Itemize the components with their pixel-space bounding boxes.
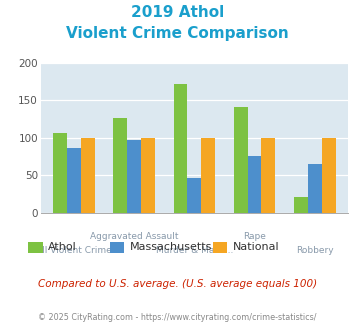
Text: All Violent Crime: All Violent Crime bbox=[36, 246, 112, 255]
Bar bbox=[322, 138, 335, 213]
Bar bbox=[234, 107, 248, 213]
Bar bbox=[187, 178, 201, 213]
Bar bbox=[174, 84, 187, 213]
Text: Rape: Rape bbox=[243, 232, 266, 241]
Bar bbox=[127, 140, 141, 213]
Bar bbox=[248, 156, 262, 213]
Bar bbox=[67, 148, 81, 213]
Text: Compared to U.S. average. (U.S. average equals 100): Compared to U.S. average. (U.S. average … bbox=[38, 279, 317, 289]
Text: National: National bbox=[233, 243, 279, 252]
Bar bbox=[262, 138, 275, 213]
Text: © 2025 CityRating.com - https://www.cityrating.com/crime-statistics/: © 2025 CityRating.com - https://www.city… bbox=[38, 313, 317, 322]
Bar bbox=[81, 138, 95, 213]
Text: Murder & Mans...: Murder & Mans... bbox=[156, 246, 233, 255]
Text: Aggravated Assault: Aggravated Assault bbox=[90, 232, 179, 241]
Bar bbox=[308, 164, 322, 213]
Bar bbox=[294, 197, 308, 213]
Text: 2019 Athol: 2019 Athol bbox=[131, 5, 224, 20]
Text: Massachusetts: Massachusetts bbox=[130, 243, 212, 252]
Bar bbox=[113, 117, 127, 213]
Text: Robbery: Robbery bbox=[296, 246, 334, 255]
Text: Athol: Athol bbox=[48, 243, 77, 252]
Bar bbox=[201, 138, 215, 213]
Bar bbox=[141, 138, 155, 213]
Bar bbox=[53, 133, 67, 213]
Text: Violent Crime Comparison: Violent Crime Comparison bbox=[66, 26, 289, 41]
